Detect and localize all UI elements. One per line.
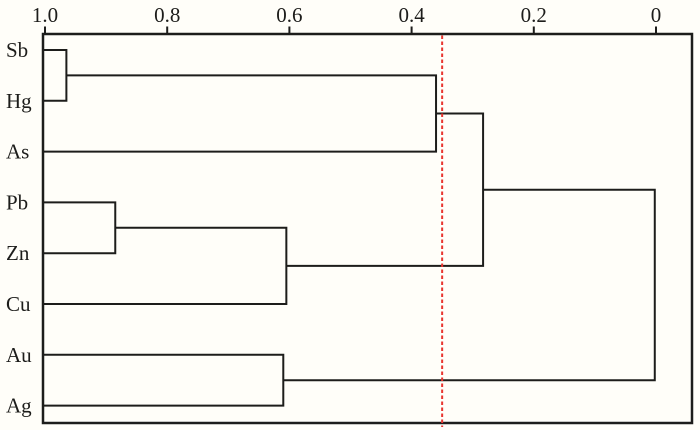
dendrogram-link-m5 <box>43 74 438 153</box>
axis-tick-label-3: 0.4 <box>398 3 425 27</box>
plot-border <box>41 32 694 425</box>
leaf-label-au: Au <box>6 343 32 367</box>
leaf-label-cu: Cu <box>6 292 31 316</box>
axis-tick-label-5: 0 <box>651 3 662 27</box>
leaf-label-pb: Pb <box>6 190 28 214</box>
leaf-label-hg: Hg <box>6 89 32 113</box>
dendrogram-link-m4 <box>43 353 285 407</box>
dendrogram-link-m2 <box>43 201 117 255</box>
dendrogram-link-m1 <box>43 49 68 102</box>
axis-tick-label-2: 0.6 <box>276 3 302 27</box>
dendrogram-link-m7 <box>283 188 656 382</box>
leaf-label-zn: Zn <box>6 241 30 265</box>
leaf-label-sb: Sb <box>6 38 28 62</box>
dendrogram-link-m3 <box>43 226 288 305</box>
dendrogram-link-m6 <box>286 112 485 267</box>
axis-tick-label-0: 1.0 <box>32 3 58 27</box>
axis-tick-label-4: 0.2 <box>521 3 547 27</box>
leaf-label-ag: Ag <box>6 394 32 418</box>
axis-tick-label-1: 0.8 <box>154 3 180 27</box>
leaf-label-as: As <box>6 140 29 164</box>
